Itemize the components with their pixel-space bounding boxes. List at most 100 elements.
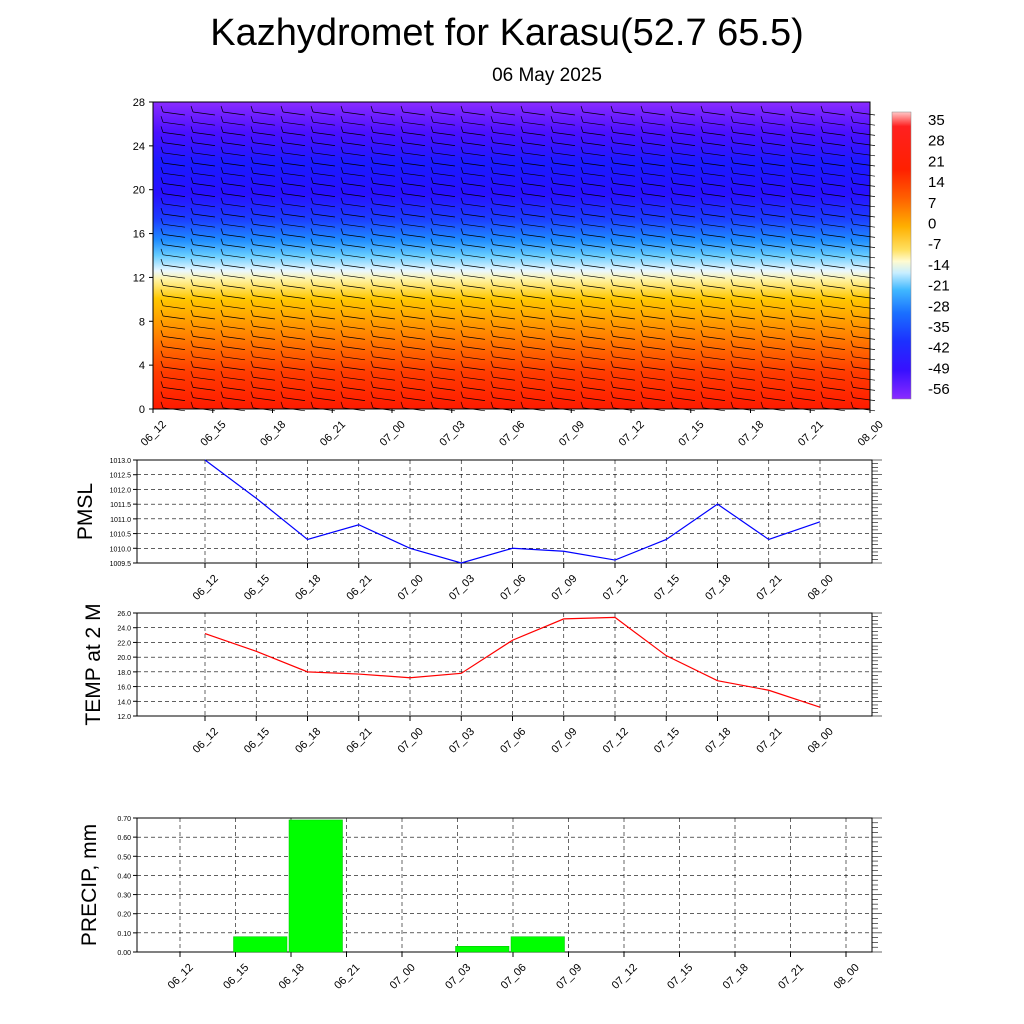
wind-barb-flag [400, 401, 404, 408]
wind-barb [822, 356, 846, 361]
wind-barb [492, 295, 516, 299]
wind-barb-flag [790, 340, 794, 347]
wind-barb-flag [610, 279, 614, 286]
wind-barb [642, 162, 666, 167]
wind-barb-flag [850, 269, 854, 276]
wind-barb-flag [160, 126, 164, 133]
wind-barb-flag [550, 136, 554, 143]
wind-barb [162, 285, 186, 289]
wind-barb [612, 387, 636, 391]
wind-barb-flag [820, 207, 824, 215]
wind-barb-flag [340, 238, 344, 245]
wind-barb [672, 183, 696, 187]
wind-barb [702, 142, 726, 146]
wind-barb [792, 325, 816, 330]
x-tick-label: 06_21 [344, 726, 374, 756]
wind-barb-flag [190, 381, 194, 388]
wind-barb-flag [310, 136, 314, 143]
wind-barb-flag [220, 177, 224, 184]
wind-barb [342, 162, 366, 167]
wind-barb [792, 356, 816, 361]
wind-barb [162, 152, 186, 157]
y-tick-label: 0.10 [117, 931, 131, 938]
wind-barb [822, 315, 846, 320]
wind-barb-flag [190, 330, 194, 337]
wind-barb [252, 285, 276, 289]
wind-barb [282, 346, 306, 350]
wind-barb [282, 193, 306, 197]
wind-barb-flag [280, 401, 284, 408]
wind-barb-flag [250, 360, 254, 368]
wind-barb-flag [760, 177, 764, 184]
wind-barb [192, 111, 216, 116]
wind-barb [612, 264, 636, 269]
wind-barb [522, 111, 546, 116]
wind-barb-flag [220, 116, 224, 123]
wind-barb [642, 152, 666, 157]
wind-barb [792, 254, 816, 259]
wind-barb-flag [730, 218, 734, 225]
wind-barb-flag [160, 228, 164, 235]
wind-barb [252, 162, 276, 167]
wind-barb-flag [370, 126, 374, 133]
wind-barb-flag [790, 350, 794, 357]
wind-barb [342, 213, 366, 218]
wind-barb-flag [310, 156, 314, 164]
wind-barb-flag [340, 371, 344, 378]
wind-barb-flag [700, 330, 704, 337]
wind-barb [612, 203, 636, 208]
wind-barb-flag [250, 167, 254, 174]
wind-barb [762, 213, 786, 218]
wind-barb-flag [460, 238, 464, 245]
wind-barb [162, 366, 186, 371]
wind-barb-flag [670, 269, 674, 276]
wind-barb-flag [640, 269, 644, 276]
wind-barb-flag [670, 126, 674, 133]
wind-barb-flag [460, 187, 464, 194]
wind-barb [282, 285, 306, 289]
wind-barb [702, 234, 726, 238]
wind-barb [552, 295, 576, 299]
wind-barb-flag [250, 156, 254, 164]
wind-barb [522, 397, 546, 401]
wind-barb [432, 397, 456, 401]
wind-barb-flag [790, 218, 794, 225]
wind-barb [642, 264, 666, 269]
wind-barb [342, 234, 366, 238]
wind-barb [612, 244, 636, 248]
wind-barb [282, 356, 306, 361]
wind-barb [642, 295, 666, 299]
wind-barb [312, 172, 336, 177]
wind-barb [312, 387, 336, 391]
wind-barb-flag [730, 197, 734, 204]
wind-barb-flag [640, 156, 644, 164]
x-tick-label: 07_09 [554, 962, 584, 992]
wind-barb-flag [370, 136, 374, 143]
wind-barb [792, 223, 816, 228]
wind-barb-flag [340, 156, 344, 164]
wind-barb [552, 305, 576, 310]
wind-barb [342, 397, 366, 401]
wind-barb [852, 295, 876, 299]
wind-barb-flag [370, 228, 374, 235]
wind-barb [732, 213, 756, 218]
wind-barb-flag [520, 360, 524, 368]
wind-barb-flag [520, 238, 524, 245]
wind-barb [792, 295, 816, 299]
x-tick-label: 07_12 [601, 726, 631, 756]
y-tick-label: 20 [133, 185, 145, 197]
wind-barb [462, 152, 486, 157]
wind-barb [582, 162, 606, 167]
wind-barb [702, 356, 726, 361]
wind-barb-flag [850, 381, 854, 388]
colorbar-label: 7 [928, 195, 936, 212]
wind-barb [402, 264, 426, 269]
wind-barb-flag [430, 126, 434, 133]
wind-barb [432, 223, 456, 228]
wind-barb-flag [400, 238, 404, 245]
wind-barb-flag [700, 238, 704, 245]
wind-barb [672, 336, 696, 340]
wind-barb-flag [550, 218, 554, 225]
wind-barb [642, 203, 666, 208]
